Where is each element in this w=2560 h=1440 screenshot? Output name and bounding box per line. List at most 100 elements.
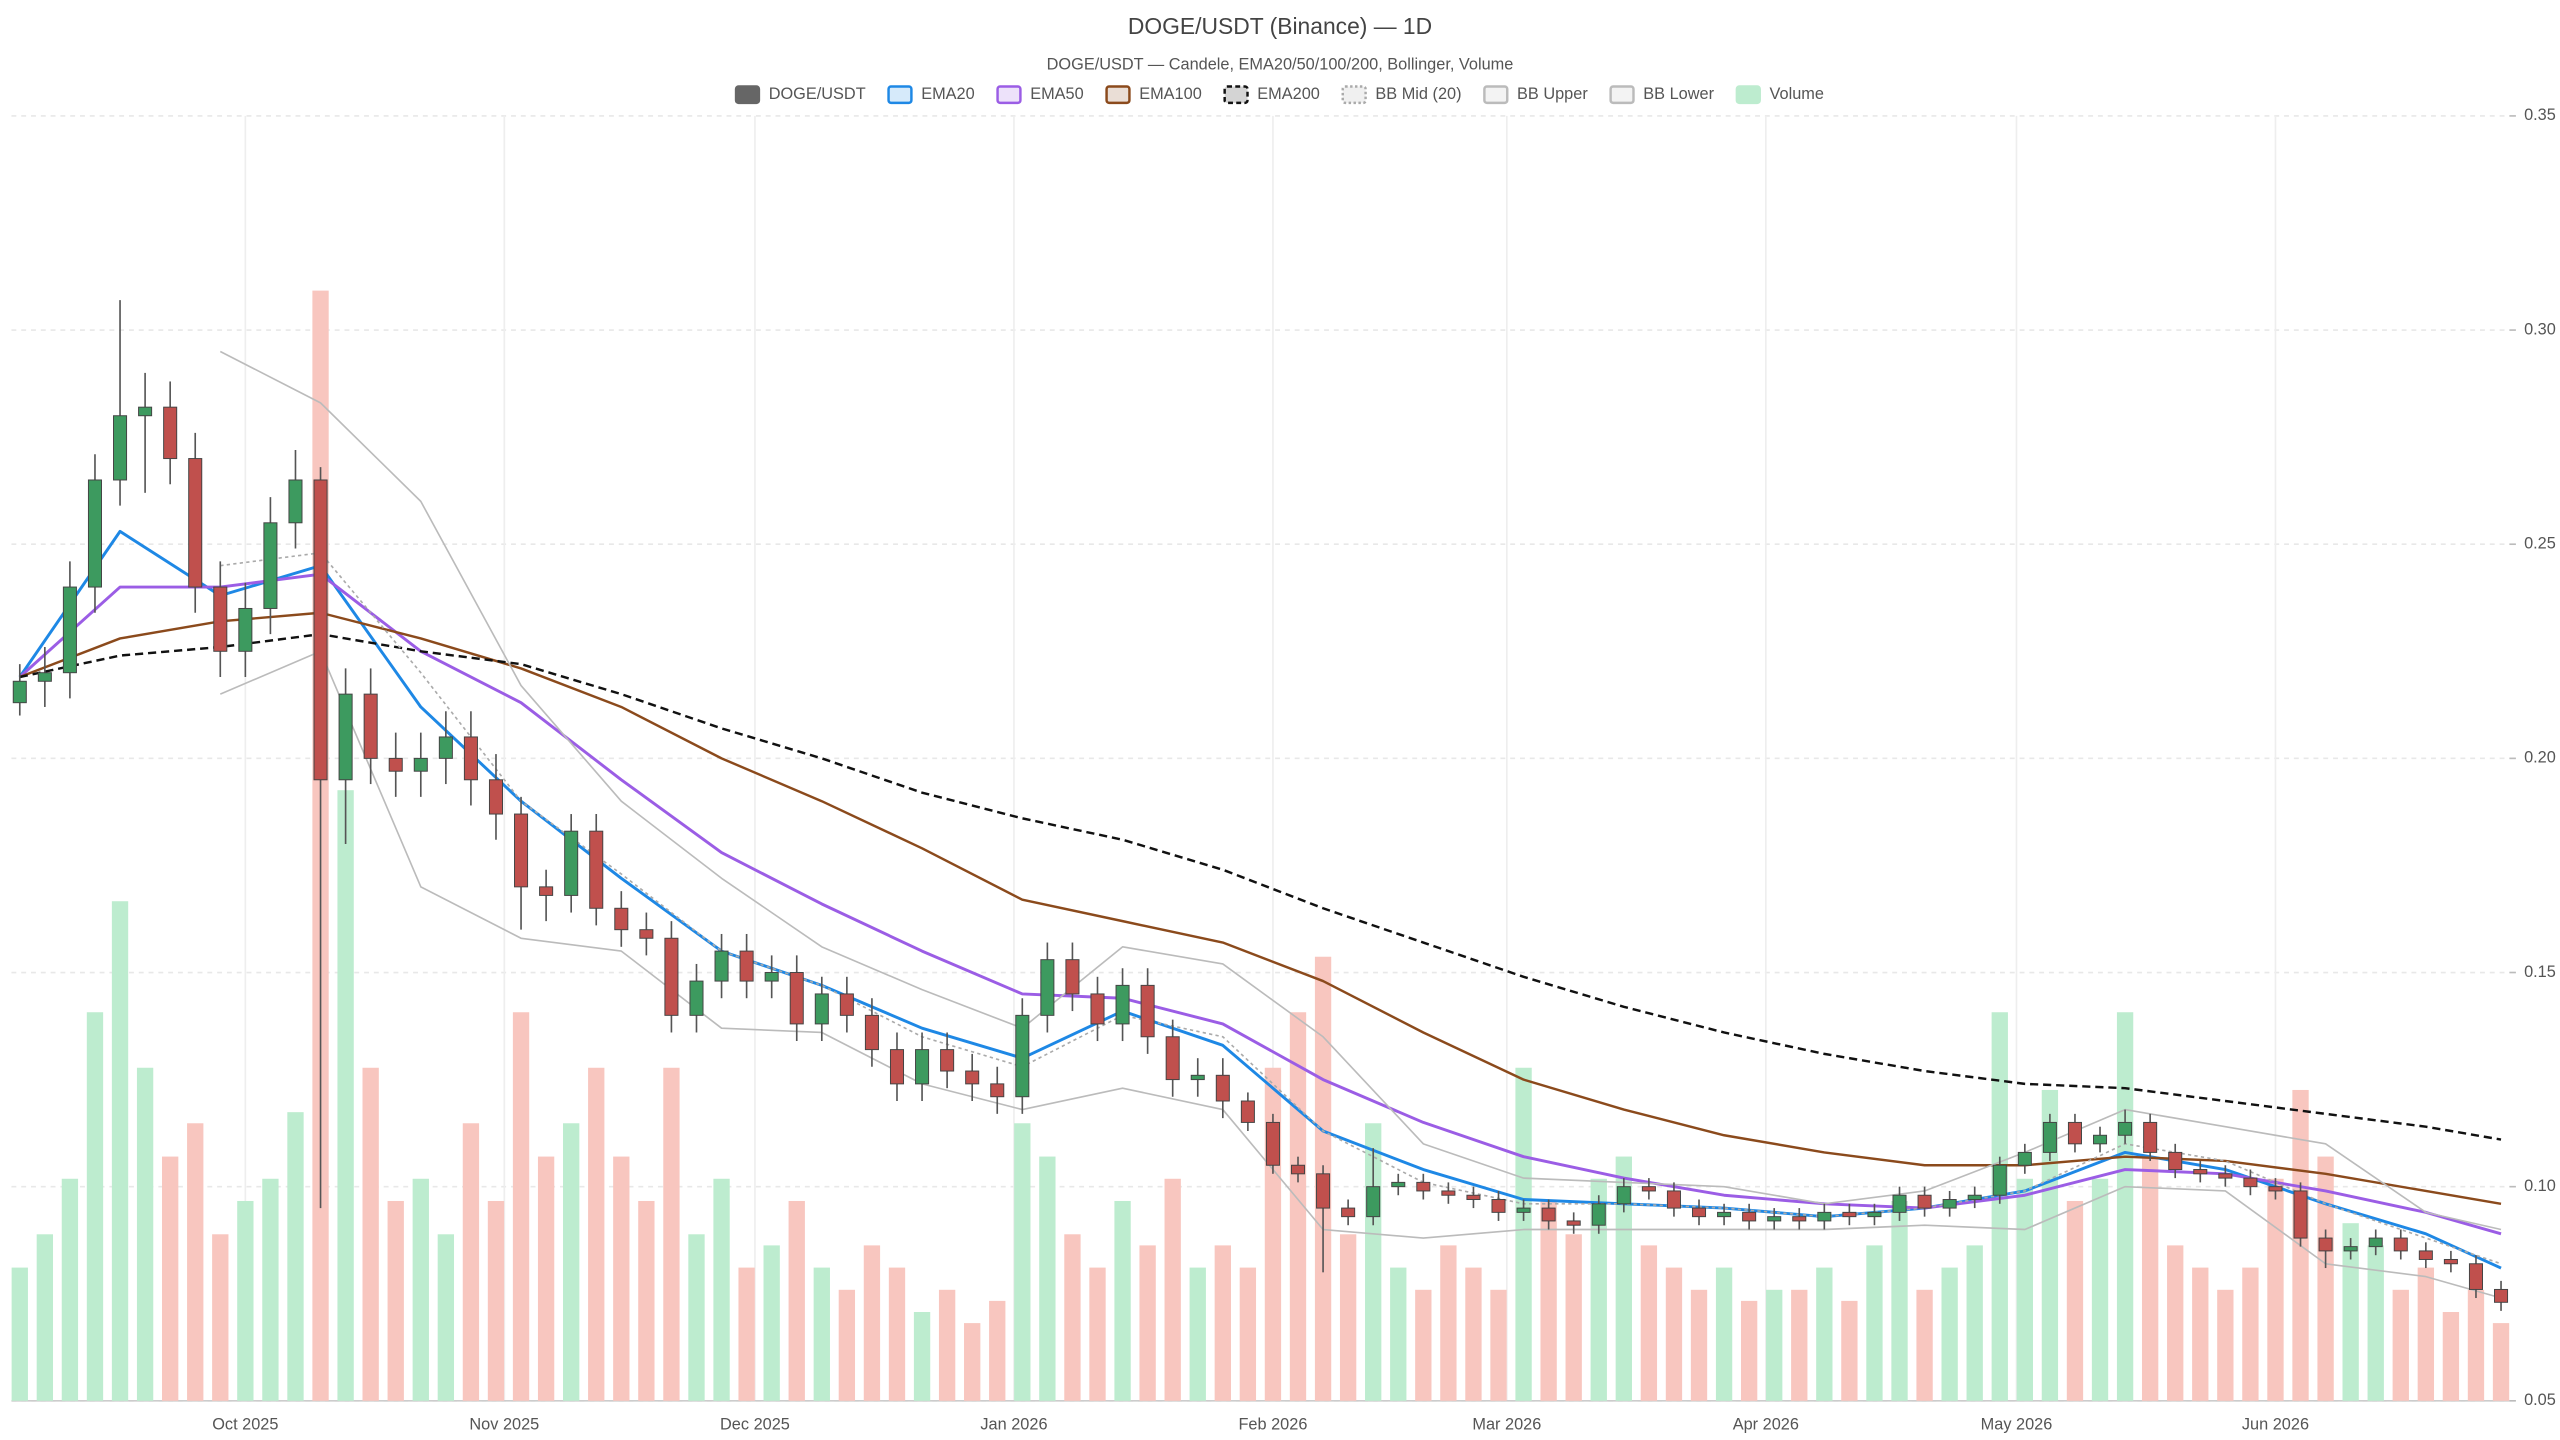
volume-bar [1114, 1200, 1131, 1401]
candle-body [1516, 1207, 1531, 1213]
candle-body [12, 680, 27, 704]
volume-bar [1866, 1245, 1883, 1401]
candle-body [1992, 1164, 2007, 1196]
volume-bar [337, 790, 354, 1401]
volume-bar [1766, 1289, 1783, 1401]
volume-bar [2091, 1178, 2109, 1401]
indicator-line [219, 350, 2502, 1231]
volume-bar [2267, 1178, 2284, 1401]
volume-bar [1339, 1234, 1357, 1401]
indicator-line [19, 632, 2502, 1141]
volume-bar [1014, 1123, 1031, 1401]
candle-body [263, 522, 278, 609]
volume-bar [2041, 1089, 2059, 1401]
indicator-line [220, 551, 2502, 1265]
volume-bar [1690, 1289, 1708, 1401]
volume-bar [2417, 1267, 2435, 1401]
volume-bar [237, 1200, 254, 1401]
candle-body [689, 980, 704, 1016]
candle-body [288, 479, 303, 524]
volume-bar [1390, 1267, 1407, 1401]
candle-body [915, 1049, 930, 1085]
candle-body [2368, 1237, 2383, 1248]
legend-swatch [1105, 85, 1131, 105]
volume-bar [537, 1156, 555, 1401]
candle-body [839, 993, 854, 1016]
volume-bar [362, 1067, 379, 1401]
volume-bar [61, 1178, 79, 1401]
candle-body [1190, 1074, 1205, 1081]
volume-bar [136, 1067, 154, 1401]
candle-body [2093, 1134, 2108, 1145]
candle-body [113, 415, 128, 481]
candle-body [2318, 1237, 2333, 1252]
candle-body [1466, 1194, 1481, 1201]
volume-bar [688, 1234, 705, 1401]
candle-body [589, 830, 604, 909]
volume-bar [1039, 1156, 1056, 1401]
legend-swatch [1609, 85, 1635, 105]
volume-bar [1966, 1245, 1983, 1401]
candle-body [338, 693, 353, 781]
candle-body [1165, 1036, 1180, 1081]
volume-bar [763, 1245, 780, 1401]
legend-swatch [1341, 85, 1367, 105]
volume-bar [1615, 1156, 1632, 1401]
candle-body [2218, 1173, 2233, 1179]
volume-bar [1415, 1289, 1432, 1401]
volume-bar [2317, 1156, 2334, 1401]
volume-bar [387, 1200, 404, 1401]
legend-swatch [1223, 85, 1249, 105]
volume-bar [788, 1200, 805, 1401]
volume-bar [1139, 1245, 1156, 1401]
y-tick-label: 0.15 [2524, 963, 2556, 981]
candle-body [739, 950, 754, 982]
candle-body [564, 830, 579, 896]
volume-bar [11, 1267, 28, 1401]
candle-body [388, 757, 403, 772]
candle-body [1366, 1186, 1381, 1218]
candle-body [764, 972, 779, 982]
candle-body [1240, 1100, 1255, 1123]
volume-bar [161, 1156, 179, 1401]
candle-body [37, 672, 52, 682]
volume-bar [1740, 1300, 1758, 1401]
volume-bar [638, 1200, 655, 1401]
volume-bar [412, 1178, 429, 1401]
volume-bar [1515, 1067, 1532, 1401]
legend-label: BB Upper [1517, 85, 1588, 103]
candle-body [163, 406, 178, 460]
legend-label: BB Mid (20) [1375, 85, 1461, 103]
candle-body [1842, 1211, 1857, 1218]
legend-swatch [734, 85, 761, 105]
x-tick-label: Dec 2025 [720, 1416, 790, 1434]
volume-bar [1089, 1267, 1106, 1401]
candle-body [1892, 1194, 1907, 1213]
indicator-line [219, 650, 2502, 1299]
y-tick-label: 0.30 [2524, 320, 2556, 338]
candle-body [514, 813, 529, 888]
volume-bar [713, 1178, 730, 1401]
candle-body [2418, 1250, 2433, 1260]
candle-body [2268, 1186, 2283, 1192]
legend-swatch [1483, 85, 1509, 105]
legend: DOGE/USDT EMA20 EMA50 EMA100 EMA200 BB Mid (2… [734, 85, 1824, 105]
volume-bar [111, 901, 129, 1401]
x-tick-label: Apr 2026 [1733, 1416, 1799, 1434]
volume-bar [36, 1234, 54, 1401]
volume-bar [1465, 1267, 1482, 1401]
candle-body [940, 1049, 955, 1072]
volume-bar [1214, 1245, 1231, 1401]
legend-swatch [887, 85, 913, 105]
volume-bar [1189, 1267, 1206, 1401]
legend-swatch [1735, 85, 1761, 105]
volume-bar [1590, 1178, 1607, 1401]
candle-body [1742, 1211, 1757, 1222]
y-tick-label: 0.35 [2524, 106, 2556, 124]
candle-body [1040, 959, 1055, 1016]
volume-bar [2392, 1289, 2409, 1401]
volume-bar [2116, 1012, 2134, 1401]
candle-body [1391, 1181, 1406, 1188]
legend-label: DOGE/USDT [769, 85, 866, 103]
volume-bar [1791, 1289, 1808, 1401]
